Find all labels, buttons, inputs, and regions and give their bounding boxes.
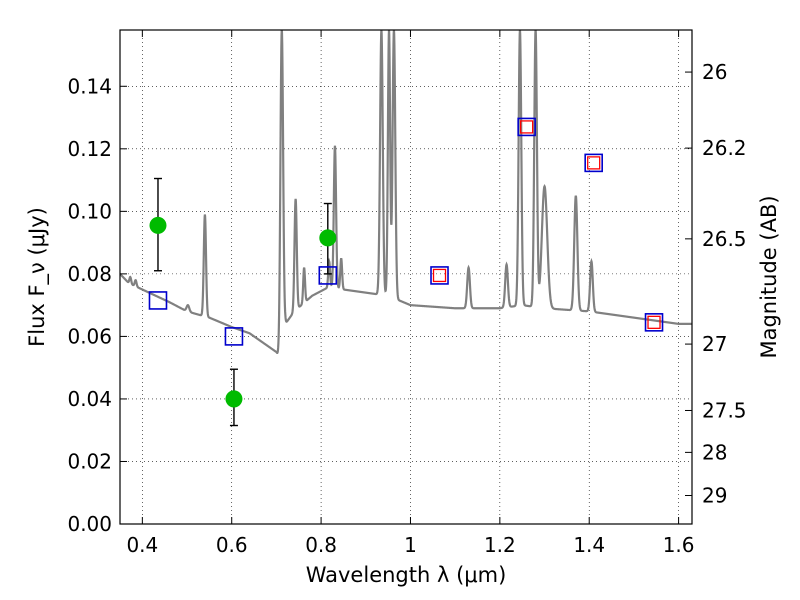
right-axis-label: Magnitude (AB): [757, 195, 781, 358]
model-square: [584, 153, 603, 173]
right-tick-label: 26: [702, 60, 727, 84]
detection-point: [225, 390, 243, 408]
model-square: [148, 291, 168, 310]
right-tick-label: 29: [702, 483, 727, 507]
y-tick-label: 0.00: [67, 512, 112, 536]
observed-square: [587, 156, 601, 170]
detection-point: [319, 229, 337, 247]
y-axis-label: Flux F_ν (μJy): [25, 207, 50, 347]
model-square: [224, 327, 244, 346]
y-tick-label: 0.10: [67, 199, 112, 223]
observed-square: [647, 315, 661, 329]
right-tick-label: 27.5: [702, 398, 747, 422]
model-square: [318, 266, 338, 285]
x-tick-label: 1.2: [484, 533, 516, 557]
x-axis-label: Wavelength λ (μm): [306, 563, 507, 587]
plot-frame: [119, 29, 693, 525]
y-tick-label: 0.06: [67, 324, 112, 348]
observed-square: [432, 268, 447, 283]
y-tick-label: 0.14: [67, 74, 112, 98]
y-tick-label: 0.04: [67, 387, 112, 411]
detection-point: [149, 216, 167, 234]
x-tick-label: 1: [404, 533, 417, 557]
markers-layer: [148, 117, 664, 427]
right-tick-label: 26.5: [702, 227, 747, 251]
x-tick-label: 1.6: [663, 533, 695, 557]
model-square: [517, 117, 536, 137]
model-square: [644, 313, 664, 332]
right-tick-label: 28: [702, 440, 727, 464]
grid: [120, 30, 692, 524]
model-square: [430, 266, 449, 285]
y-tick-label: 0.12: [67, 137, 112, 161]
ticks-layer: 0.4 0.6 0.8 1 1.2 1.4 1.6 0.00 0.02 0.04 0.06 0.08 0…: [67, 30, 747, 557]
y-tick-label: 0.02: [67, 449, 112, 473]
x-tick-label: 1.4: [573, 533, 605, 557]
right-tick-label: 27: [702, 332, 727, 356]
sed-line: [120, 30, 692, 355]
y-tick-label: 0.08: [67, 262, 112, 286]
observed-square: [520, 120, 534, 134]
x-tick-label: 0.4: [126, 533, 158, 557]
right-tick-label: 26.2: [702, 136, 747, 160]
x-tick-label: 0.8: [305, 533, 337, 557]
labels-layer: Wavelength λ (μm) Flux F_ν (μJy) Magnitu…: [25, 195, 781, 587]
x-tick-label: 0.6: [216, 533, 248, 557]
sed-layer: [120, 30, 692, 355]
